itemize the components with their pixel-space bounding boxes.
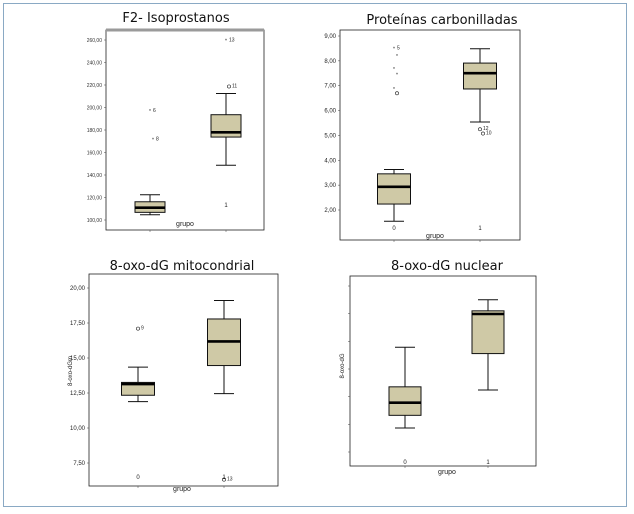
y-tick-label: 5,00 [324,133,336,139]
plot-area [339,29,521,241]
x-tick-label: 0 [403,460,407,466]
outlier-label: 6 [153,108,156,114]
y-tick-label: 9,00 [324,34,336,40]
outlier-label: 13 [229,38,235,44]
y-tick-label: 220,00 [87,83,103,89]
x-tick-label: 1 [486,460,490,466]
outlier-label: 8 [156,136,159,142]
y-tick-label: 200,00 [87,106,103,112]
outlier-point: * [396,73,398,79]
y-tick-label: 180,00 [87,128,103,134]
figure-frame [3,3,627,507]
outlier-point: * [393,47,395,53]
y-tick-label: 140,00 [87,173,103,179]
y-tick-label: 100,00 [87,218,103,224]
chart-title: Proteínas carbonilladas [366,13,517,28]
box [388,386,422,416]
y-tick-label: 7,00 [324,84,336,90]
chart-title: 8-oxo-dG nuclear [391,259,504,274]
y-tick-label: 17,50 [70,321,86,327]
outlier-point [136,326,140,331]
plot-area [349,275,537,467]
x-axis-label: grupo [438,469,456,476]
box [463,62,497,90]
outlier-label: 5 [397,46,400,52]
outlier-label: 9 [141,326,144,332]
chart-title: 8-oxo-dG mitocondrial [110,259,255,274]
x-tick-label: 1 [478,226,482,232]
x-tick-label: 0 [136,475,140,481]
box [210,114,242,138]
chart-proteinas-carbonilladas: Proteínas carbonilladas 2,00 3,00 4,00 5,00… [324,13,521,242]
box [121,381,155,396]
x-tick-label: 1 [224,203,228,209]
y-tick-label: 2,00 [324,208,336,214]
y-tick-label: 15,00 [70,356,86,362]
outlier-label: 12 [483,126,489,132]
outlier-point: * [393,87,395,93]
outlier-point: * [393,67,395,73]
outlier-point: * [396,54,398,60]
x-axis-label: grupo [173,486,191,493]
box-marks: 9 13 [121,300,241,483]
y-tick-label: 12,50 [70,391,86,397]
outlier-label: 11 [232,83,237,89]
x-tick-label: 0 [392,226,396,232]
outlier-point: * [152,137,154,143]
y-tick-label: 260,00 [87,38,103,44]
y-tick-label: 240,00 [87,61,103,67]
y-tick-label: 10,00 [70,426,86,432]
y-tick-label: 4,00 [324,158,336,164]
y-ticks: 2,00 3,00 4,00 5,00 6,00 7,00 8,00 9,00 0 1 [324,34,482,242]
outlier-point: * [225,39,227,45]
outlier-point [227,84,231,89]
x-axis-label: grupo [426,233,444,240]
y-tick-label: 20,00 [70,286,86,292]
y-axis-label: 8-oxo-dGm [68,356,74,386]
outlier-point [395,91,399,96]
outlier-point [481,131,485,136]
outlier-point [222,477,226,482]
y-tick-label: 120,00 [87,196,103,202]
outlier-point: * [149,109,151,115]
outlier-point [478,127,482,132]
box [471,310,505,355]
y-tick-label: 8,00 [324,59,336,65]
plot-area [88,273,279,487]
y-axis-label: 8-oxo-dG [340,353,346,378]
chart-f2-isoprostanos: F2- Isoprostanos 100,00 120,00 140,00 160,0… [87,11,265,232]
x-axis-label: grupo [176,221,194,228]
box-marks [388,299,505,429]
outlier-label: 13 [227,477,233,483]
y-tick-label: 7,50 [73,461,85,467]
y-tick-label: 6,00 [324,109,336,115]
outlier-label: 10 [486,131,492,137]
y-tick-label: 160,00 [87,151,103,157]
chart-title: F2- Isoprostanos [122,11,229,26]
y-tick-label: 3,00 [324,183,336,189]
chart-8-oxo-dg-mitocondrial: 8-oxo-dG mitocondrial 7,50 10,00 12,50 15,0… [68,259,279,493]
box [377,173,411,205]
y-ticks: 100,00 120,00 140,00 160,00 180,00 200,00 220,… [87,38,228,232]
